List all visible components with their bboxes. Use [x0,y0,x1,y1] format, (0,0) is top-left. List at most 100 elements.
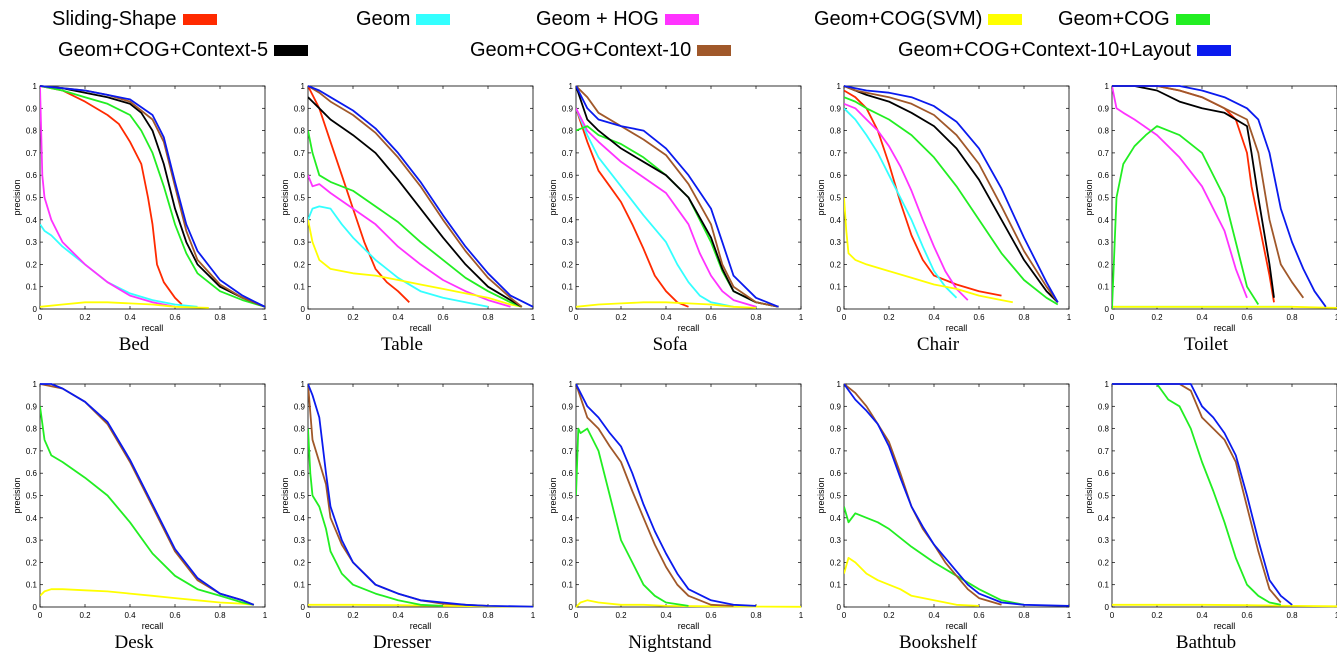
x-axis-label: recall [678,621,700,631]
y-tick-label: 0.5 [562,492,574,501]
y-tick-label: 0.3 [1098,536,1110,545]
x-tick-label: 1 [799,611,804,620]
series-line [1112,125,1260,310]
y-tick-label: 0.6 [562,171,574,180]
panel-title: Bookshelf [898,632,978,653]
y-tick-label: 0.9 [562,402,574,411]
y-tick-label: 0.8 [294,425,306,434]
y-tick-label: 1 [33,82,38,91]
legend-entry: Geom+COG+Context-10+Layout [898,39,1231,62]
plot-frame [1111,383,1337,608]
pr-curve-plot: 0 0.1 0.2 0.3 0.4 0.5 0.6 0.7 0.8 0.9 1 0 0.2 0.4 0.6 0… [1084,82,1337,333]
series-line [40,85,265,308]
y-tick-label: 0.1 [26,283,38,292]
y-tick-label: 0.5 [294,194,306,203]
x-tick-label: 1 [1067,611,1072,620]
series-line [40,85,265,308]
series-line [308,96,523,308]
y-tick-label: 0.2 [1098,260,1110,269]
y-tick-label: 0.8 [1098,425,1110,434]
chart-panel: 0 0.1 0.2 0.3 0.4 0.5 0.6 0.7 0.8 0.9 1 0 0.2 0.4 0.6 0… [268,66,536,364]
series-line [1112,85,1275,303]
y-tick-label: 0.5 [830,492,842,501]
y-tick-label: 0.9 [830,104,842,113]
pr-curve-plot: 0 0.1 0.2 0.3 0.4 0.5 0.6 0.7 0.8 0.9 1 0 0.2 0.4 0.6 0… [280,82,536,333]
y-tick-label: 0.4 [830,216,842,225]
series-line [308,85,410,303]
series-line [308,130,523,308]
x-tick-label: 1 [531,313,536,322]
x-tick-label: 0.6 [705,313,717,322]
x-tick-label: 0.2 [615,313,627,322]
series-line [40,301,209,309]
legend: Sliding-Shape Geom Geom + HOG Geom+COG(SVM)… [0,0,1337,66]
y-tick-label: 0.9 [294,104,306,113]
y-tick-label: 1 [33,380,38,389]
legend-entry: Sliding-Shape [52,8,217,31]
x-tick-label: 1 [1067,313,1072,322]
series-line [1112,383,1282,604]
y-tick-label: 0.3 [1098,238,1110,247]
x-axis-label: recall [142,621,164,631]
chart-panel: 0 0.1 0.2 0.3 0.4 0.5 0.6 0.7 0.8 0.9 1 0 0.2 0.4 0.6 0… [0,364,268,662]
y-tick-label: 0.9 [26,402,38,411]
legend-swatch [697,45,732,56]
y-tick-label: 0.7 [1098,447,1110,456]
y-tick-label: 0.6 [830,469,842,478]
panel-title: Bathtub [1175,632,1237,653]
x-tick-label: 0.8 [750,313,762,322]
pr-curve-plot: 0 0.1 0.2 0.3 0.4 0.5 0.6 0.7 0.8 0.9 1 0 0.2 0.4 0.6 0… [548,380,804,631]
series-line [844,556,980,607]
legend-label: Geom + HOG [536,8,659,30]
panel-title: Table [381,334,423,355]
y-tick-label: 0.3 [830,536,842,545]
y-tick-label: 0 [301,603,306,612]
y-tick-label: 0 [1105,603,1110,612]
series-line [40,223,198,308]
y-tick-label: 0.8 [294,127,306,136]
y-tick-label: 0.5 [26,194,38,203]
y-tick-label: 0.2 [26,260,38,269]
x-tick-label: 0.6 [1241,313,1253,322]
y-tick-label: 0 [569,305,574,314]
y-tick-label: 0.5 [1098,194,1110,203]
series-line [576,107,757,308]
legend-entry: Geom+COG(SVM) [814,8,1023,31]
series-line [844,383,1069,607]
series-line [576,85,779,308]
series-line [308,174,511,308]
y-tick-label: 0.1 [830,581,842,590]
chart-panel: 0 0.1 0.2 0.3 0.4 0.5 0.6 0.7 0.8 0.9 1 0 0.2 0.4 0.6 0… [1072,364,1337,662]
x-tick-label: 0.4 [660,611,672,620]
series-line [576,108,689,308]
x-tick-label: 0.4 [928,611,940,620]
y-axis-label: precision [280,477,290,513]
y-tick-label: 0.8 [562,425,574,434]
x-axis-label: recall [410,621,432,631]
y-tick-label: 1 [569,380,574,389]
x-tick-label: 0.4 [392,611,404,620]
y-tick-label: 0 [837,603,842,612]
panel-title: Desk [114,632,154,653]
y-tick-label: 0.4 [562,514,574,523]
x-tick-label: 0.4 [124,313,136,322]
x-tick-label: 0.4 [1196,611,1208,620]
y-tick-label: 0 [837,305,842,314]
x-tick-label: 0.6 [437,611,449,620]
y-tick-label: 0.6 [26,469,38,478]
y-tick-label: 0.7 [830,447,842,456]
x-tick-label: 0.6 [705,611,717,620]
x-tick-label: 0.8 [214,611,226,620]
series-line [576,599,801,608]
x-tick-label: 0.2 [79,313,91,322]
y-axis-label: precision [12,179,22,215]
series-line [308,219,522,308]
chart-panel: 0 0.1 0.2 0.3 0.4 0.5 0.6 0.7 0.8 0.9 1 0 0.2 0.4 0.6 0… [804,66,1072,364]
legend-entry: Geom [356,8,451,31]
y-tick-label: 0.2 [562,260,574,269]
x-tick-label: 0.4 [1196,313,1208,322]
y-tick-label: 1 [1105,380,1110,389]
x-tick-label: 0.4 [928,313,940,322]
series-line [308,85,533,308]
y-tick-label: 0.7 [562,149,574,158]
